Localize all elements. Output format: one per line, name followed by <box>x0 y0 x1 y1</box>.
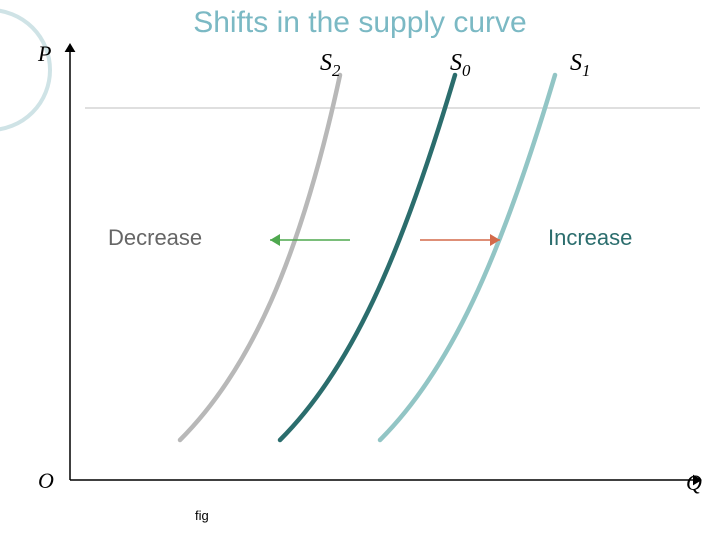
fig-label: fig <box>195 508 209 523</box>
axis-origin-label: O <box>38 468 54 494</box>
curve-s1-label: S1 <box>570 50 590 81</box>
axis-q-label: Q <box>686 470 702 496</box>
increase-label: Increase <box>548 225 632 251</box>
curve-s0-label: S0 <box>450 50 470 81</box>
chart-title: Shifts in the supply curve <box>0 6 720 40</box>
decrease-label: Decrease <box>108 225 202 251</box>
chart-stage: { "title": { "text": "Shifts in the supp… <box>0 0 720 540</box>
axis-p-label: P <box>38 41 51 67</box>
curve-s2-label: S2 <box>320 50 340 81</box>
chart-svg <box>0 0 720 540</box>
